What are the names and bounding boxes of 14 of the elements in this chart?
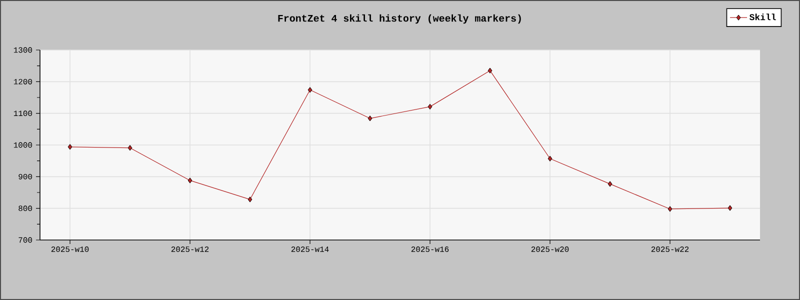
point	[728, 205, 732, 211]
point	[548, 156, 552, 162]
point	[248, 196, 252, 202]
point	[128, 145, 132, 151]
point	[188, 178, 192, 184]
point	[488, 68, 492, 74]
point	[608, 181, 612, 187]
chart-title: FrontZet 4 skill history (weekly markers)	[278, 14, 521, 24]
legend-label: Skill	[750, 14, 776, 20]
point	[68, 144, 72, 150]
point	[308, 87, 312, 93]
point	[668, 206, 672, 212]
point	[368, 116, 372, 122]
point	[428, 104, 432, 110]
